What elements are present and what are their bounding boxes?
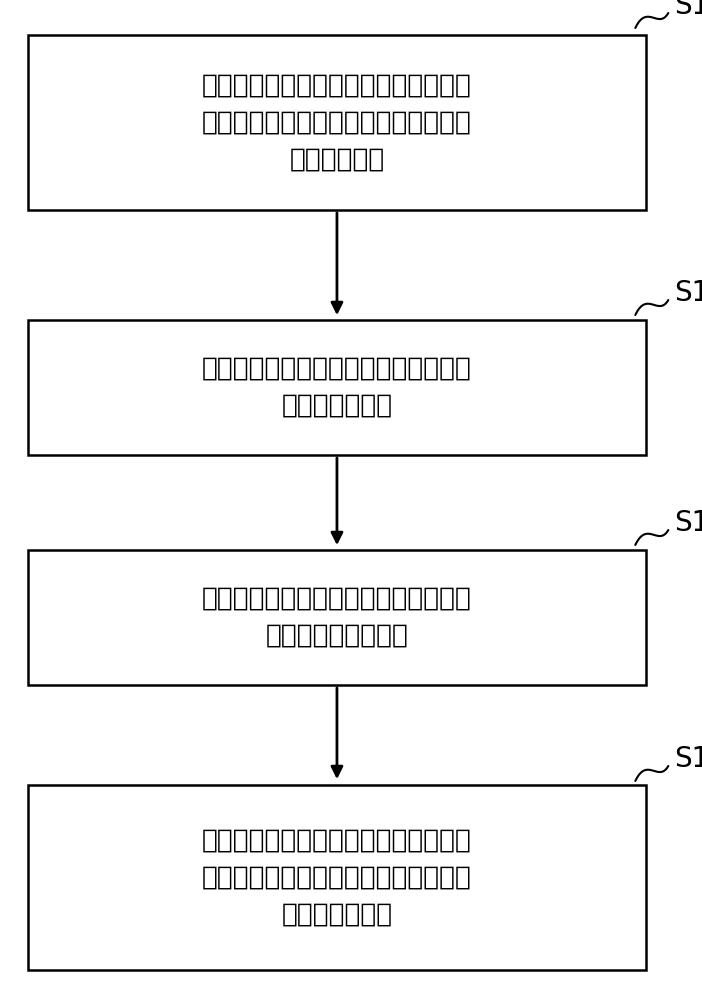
Bar bbox=[28, 785, 646, 970]
Text: 将所述至少一个表单分片分别存储到至
少一个数据库中: 将所述至少一个表单分片分别存储到至 少一个数据库中 bbox=[202, 356, 472, 419]
Text: S11: S11 bbox=[674, 279, 702, 307]
Text: 从所述数据库中提取对应的表单分片，
并根据提取的表单分片并行执行所述至
少一个交易事件: 从所述数据库中提取对应的表单分片， 并根据提取的表单分片并行执行所述至 少一个交… bbox=[202, 828, 472, 928]
Text: 响应于收单指令，根据所述表单分片生
成至少一个交易事件: 响应于收单指令，根据所述表单分片生 成至少一个交易事件 bbox=[202, 586, 472, 649]
Bar bbox=[28, 35, 646, 210]
Bar bbox=[28, 320, 646, 455]
Text: S10: S10 bbox=[674, 0, 702, 20]
Text: S13: S13 bbox=[674, 745, 702, 773]
Text: 当接收到待处理表单数据时，对所述待
处理表单数据进行哈希分片，得到至少
一个表单分片: 当接收到待处理表单数据时，对所述待 处理表单数据进行哈希分片，得到至少 一个表单… bbox=[202, 72, 472, 172]
Text: S12: S12 bbox=[674, 509, 702, 537]
Bar bbox=[28, 550, 646, 685]
